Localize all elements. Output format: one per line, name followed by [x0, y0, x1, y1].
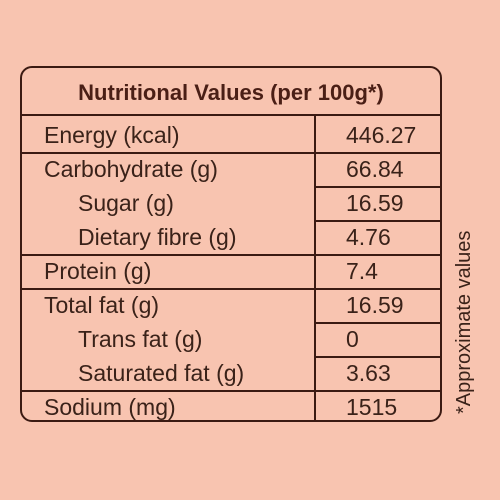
row-divider-sugar [314, 220, 440, 222]
row-value-carbohydrate: 66.84 [346, 156, 404, 182]
row-label-carbohydrate: Carbohydrate (g) [44, 156, 218, 182]
row-divider-total-fat [314, 322, 440, 324]
row-divider-saturated-fat [22, 390, 440, 392]
row-value-trans-fat: 0 [346, 326, 359, 352]
row-divider-protein [22, 288, 440, 290]
row-label-dietary-fibre: Dietary fibre (g) [78, 224, 237, 250]
row-label-energy: Energy (kcal) [44, 122, 180, 148]
row-label-protein: Protein (g) [44, 258, 152, 284]
row-divider-fibre [22, 254, 440, 256]
row-value-saturated-fat: 3.63 [346, 360, 391, 386]
row-label-sodium: Sodium (mg) [44, 394, 176, 420]
nutrition-table: Nutritional Values (per 100g*) Energy (k… [20, 66, 442, 422]
column-divider [314, 116, 316, 420]
row-value-energy: 446.27 [346, 122, 417, 148]
row-value-protein: 7.4 [346, 258, 378, 284]
row-divider-trans-fat [314, 356, 440, 358]
row-value-sugar: 16.59 [346, 190, 404, 216]
row-value-total-fat: 16.59 [346, 292, 404, 318]
row-value-sodium: 1515 [346, 394, 398, 420]
row-label-trans-fat: Trans fat (g) [78, 326, 203, 352]
row-value-dietary-fibre: 4.76 [346, 224, 391, 250]
row-label-saturated-fat: Saturated fat (g) [78, 360, 245, 386]
table-title: Nutritional Values (per 100g*) [22, 68, 440, 116]
approximate-values-note: *Approximate values [453, 230, 475, 414]
row-divider-energy [22, 152, 440, 154]
row-label-sugar: Sugar (g) [78, 190, 174, 216]
row-label-total-fat: Total fat (g) [44, 292, 160, 318]
row-divider-carbohydrate [314, 186, 440, 188]
